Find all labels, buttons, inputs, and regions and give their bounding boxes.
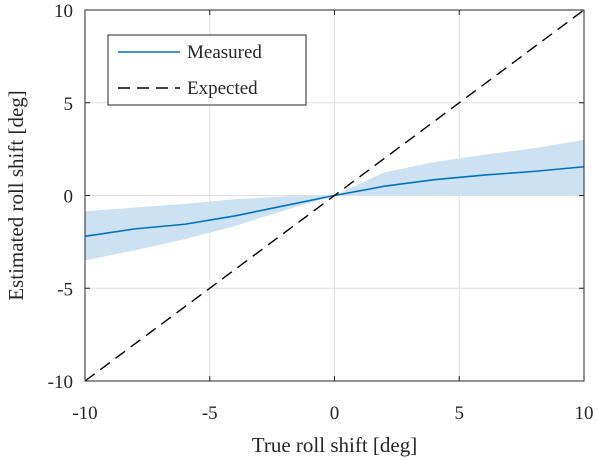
series-layer <box>84 9 585 382</box>
confidence-band-layer <box>85 139 584 261</box>
y-tick-label: 0 <box>64 187 74 208</box>
legend-label-measured: Measured <box>187 42 262 63</box>
ticks <box>84 9 585 382</box>
confidence-band-measured <box>85 139 584 261</box>
y-tick-label: 10 <box>54 1 73 22</box>
series-line-expected <box>84 9 585 382</box>
legend-label-expected: Expected <box>187 78 258 99</box>
y-axis-label: Estimated roll shift [deg] <box>4 90 28 301</box>
x-axis-label: True roll shift [deg] <box>252 433 417 457</box>
x-tick-label: 10 <box>575 403 594 424</box>
x-tick-label: 5 <box>455 403 465 424</box>
x-tick-label: -5 <box>202 403 218 424</box>
legend: Measured Expected <box>107 34 307 106</box>
y-tick-label: -10 <box>48 372 73 393</box>
legend-box <box>107 34 307 106</box>
tick-labels: -10 -5 0 5 10 -10 -5 0 5 10 <box>48 1 594 424</box>
x-tick-label: -10 <box>72 403 97 424</box>
x-tick-label: 0 <box>330 403 340 424</box>
y-tick-label: 5 <box>64 94 74 115</box>
y-tick-label: -5 <box>57 279 73 300</box>
